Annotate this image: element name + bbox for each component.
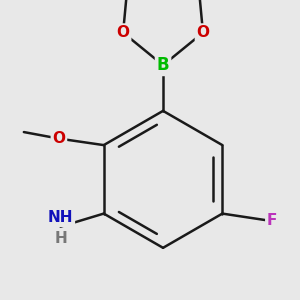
Text: O: O [196, 25, 209, 40]
Text: B: B [157, 56, 169, 74]
Text: F: F [267, 213, 277, 228]
Text: NH: NH [48, 210, 73, 225]
Text: H: H [54, 231, 67, 246]
Text: O: O [52, 131, 65, 146]
Text: O: O [117, 25, 130, 40]
